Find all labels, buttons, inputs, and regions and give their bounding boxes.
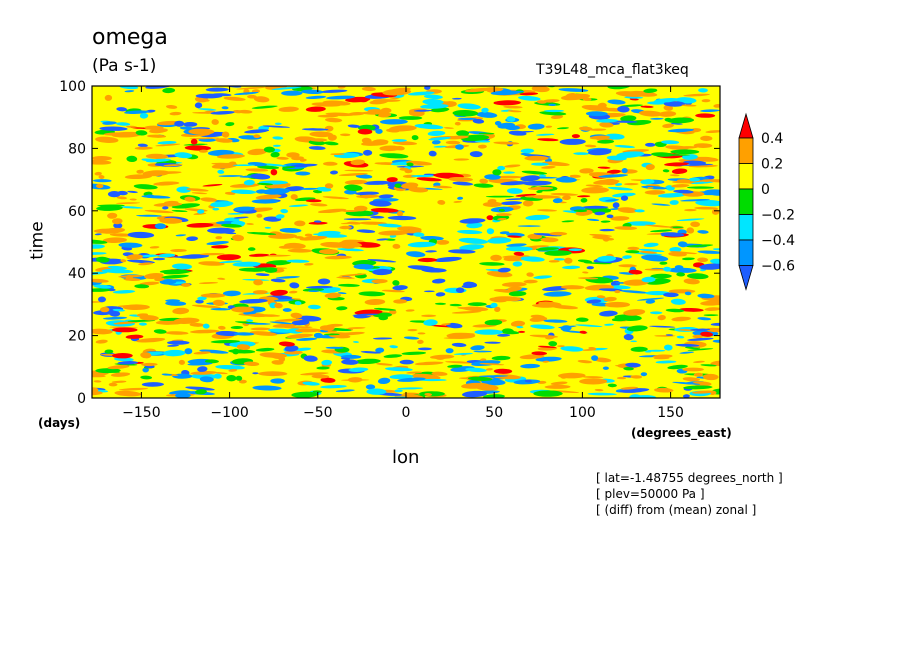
x-tick-label: 150 [657, 405, 684, 421]
run-name: T39L48_mca_flat3keq [536, 62, 689, 78]
colorbar-segment [738, 239, 754, 266]
colorbar-segment [738, 214, 754, 241]
colorbar-label: −0.2 [761, 208, 795, 224]
field-patches [92, 86, 720, 398]
x-axis-unit: (degrees_east) [631, 426, 732, 440]
y-tick-label: 20 [68, 329, 86, 345]
colorbar-min-triangle [738, 265, 754, 291]
x-tick-label: −150 [122, 405, 160, 421]
chart-title: omega [92, 25, 168, 50]
y-tick-label: 40 [68, 266, 86, 282]
colorbar-segment [738, 137, 754, 164]
y-tick-label: 60 [68, 204, 86, 220]
colorbar-label: −0.4 [761, 233, 795, 249]
chart-units: (Pa s-1) [92, 56, 157, 76]
note-diff: [ (diff) from (mean) zonal ] [596, 503, 757, 517]
note-pressure-level: [ plev=50000 Pa ] [596, 487, 705, 501]
x-axis-label: lon [392, 447, 420, 468]
x-tick-label: 50 [485, 405, 503, 421]
y-tick-label: 100 [59, 79, 86, 95]
colorbar-segment [738, 163, 754, 190]
x-tick-label: 0 [402, 405, 411, 421]
colorbar-label: −0.6 [761, 259, 795, 275]
x-tick-label: −50 [303, 405, 333, 421]
x-tick-label: −100 [210, 405, 248, 421]
colorbar-max-triangle [738, 112, 754, 139]
y-axis-unit: (days) [38, 416, 81, 430]
note-latitude: [ lat=-1.48755 degrees_north ] [596, 471, 783, 485]
x-tick-label: 100 [569, 405, 596, 421]
colorbar-segment [738, 188, 754, 215]
colorbar-label: 0.4 [761, 131, 783, 147]
colorbar-label: 0 [761, 182, 770, 198]
colorbar-label: 0.2 [761, 157, 783, 173]
y-tick-label: 80 [68, 141, 86, 157]
y-tick-label: 0 [77, 391, 86, 407]
